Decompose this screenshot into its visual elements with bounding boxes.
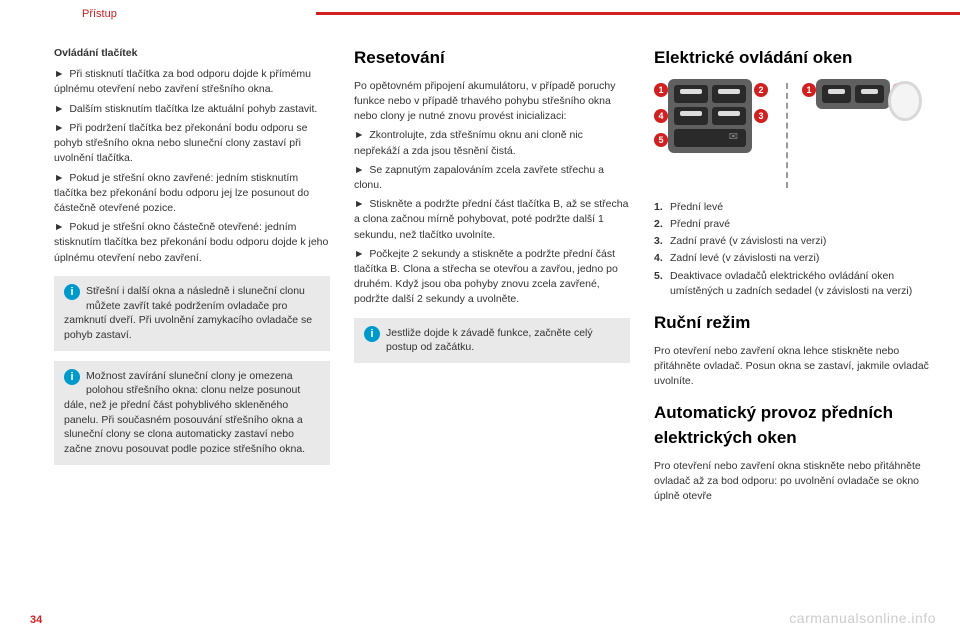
passenger-panel: 1 2: [804, 79, 894, 109]
col2-intro: Po opětovném připojení akumulátoru, v př…: [354, 79, 630, 125]
callout-2: 2: [754, 83, 768, 97]
auto-mode-text: Pro otevření nebo zavření okna stiskněte…: [654, 459, 930, 505]
legend-item: Přední pravé: [654, 217, 930, 232]
callout-1: 1: [802, 83, 816, 97]
col2-title: Resetování: [354, 46, 630, 71]
info-text: Střešní i další okna a následně i sluneč…: [64, 285, 312, 341]
col1-title: Ovládání tlačítek: [54, 46, 330, 61]
legend-item: Zadní levé (v závislosti na verzi): [654, 251, 930, 266]
col1-info-box-2: Možnost zavírání sluneční clony je omeze…: [54, 361, 330, 465]
diagram-legend: Přední levé Přední pravé Zadní pravé (v …: [654, 200, 930, 299]
switch-icon: [822, 85, 851, 103]
column-2: Resetování Po opětovném připojení akumul…: [354, 46, 630, 508]
round-control-icon: [888, 81, 922, 121]
col1-bullet-1: Při stisknutí tlačítka za bod odporu doj…: [54, 67, 330, 97]
switch-icon: [855, 85, 884, 103]
col2-info-box: Jestliže dojde k závadě funkce, začněte …: [354, 318, 630, 363]
auto-mode-heading: Automatický provoz předních elektrických…: [654, 401, 930, 450]
col1-bullet-3: Při podržení tlačítka bez překonání bodu…: [54, 121, 330, 167]
content-columns: Ovládání tlačítek Při stisknutí tlačítka…: [54, 46, 930, 508]
window-switch-diagram: 1 2 3 4 5 1 2: [654, 79, 930, 188]
manual-mode-heading: Ruční režim: [654, 311, 930, 336]
col1-bullet-4: Pokud je střešní okno zavřené: jedním st…: [54, 171, 330, 217]
switch-icon: [712, 107, 746, 125]
header-divider: [316, 12, 960, 15]
switch-icon: [674, 107, 708, 125]
callout-1: 1: [654, 83, 668, 97]
driver-panel: 1 2 3 4 5: [654, 79, 770, 153]
diagram-separator: [786, 83, 788, 188]
manual-mode-text: Pro otevření nebo zavření okna lehce sti…: [654, 344, 930, 390]
legend-item: Přední levé: [654, 200, 930, 215]
col3-title: Elektrické ovládání oken: [654, 46, 930, 71]
col2-bullet-4: Počkejte 2 sekundy a stiskněte a podržte…: [354, 247, 630, 308]
callout-3: 3: [754, 109, 768, 123]
page-number: 34: [30, 614, 42, 626]
col1-info-box-1: Střešní i další okna a následně i sluneč…: [54, 276, 330, 351]
switch-icon: [674, 85, 708, 103]
info-text: Jestliže dojde k závadě funkce, začněte …: [386, 327, 593, 354]
lock-switch-icon: [674, 129, 746, 147]
switch-icon: [712, 85, 746, 103]
col2-bullet-2: Se zapnutým zapalováním zcela zavřete st…: [354, 163, 630, 193]
column-3: Elektrické ovládání oken 1 2 3 4 5: [654, 46, 930, 508]
watermark: carmanualsonline.info: [789, 610, 936, 626]
col2-bullet-3: Stiskněte a podržte přední část tlačítka…: [354, 197, 630, 243]
legend-item: Deaktivace ovladačů elektrického ovládán…: [654, 269, 930, 299]
info-text: Možnost zavírání sluneční clony je omeze…: [64, 370, 305, 455]
col1-bullet-2: Dalším stisknutím tlačítka lze aktuální …: [54, 102, 330, 117]
legend-item: Zadní pravé (v závislosti na verzi): [654, 234, 930, 249]
column-1: Ovládání tlačítek Při stisknutí tlačítka…: [54, 46, 330, 508]
callout-4: 4: [654, 109, 668, 123]
callout-5: 5: [654, 133, 668, 147]
col2-bullet-1: Zkontrolujte, zda střešnímu oknu ani clo…: [354, 128, 630, 158]
col1-bullet-5: Pokud je střešní okno částečně otevřené:…: [54, 220, 330, 266]
section-header: Přístup: [82, 8, 117, 20]
